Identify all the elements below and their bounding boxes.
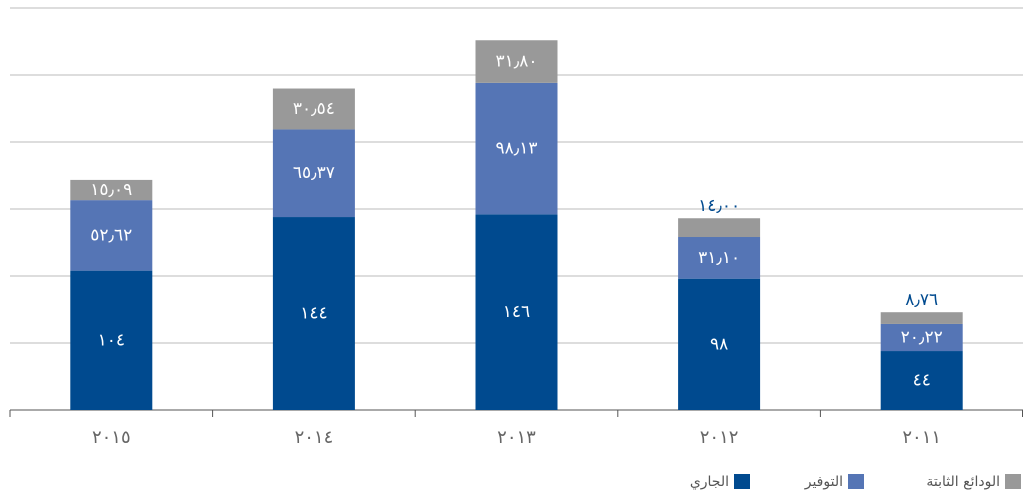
data-label: ٨٫٧٦	[905, 290, 938, 310]
data-label: ١٤٫٠٠	[698, 196, 740, 216]
legend-label: الجاري	[690, 474, 729, 490]
legend-swatch	[734, 474, 750, 489]
data-label: ٤٤	[913, 371, 931, 391]
bar-segment	[70, 179, 153, 201]
x-tick-label: ٢٠١٤	[295, 427, 334, 448]
bar-segment	[880, 323, 963, 352]
data-label: ٩٨٫١٣	[495, 139, 537, 159]
bar-segment	[678, 237, 761, 279]
bar-segment	[678, 278, 761, 410]
x-tick-label: ٢٠١٥	[92, 427, 131, 448]
data-label: ١٠٤	[98, 330, 125, 350]
data-label: ٩٨	[710, 334, 728, 354]
bar-segment	[272, 217, 355, 410]
bar-segment	[475, 82, 558, 215]
bar-segment	[880, 351, 963, 410]
data-label: ٣١٫١٠	[698, 248, 740, 268]
data-label: ٣١٫٨٠	[495, 52, 537, 72]
bar-segment	[272, 129, 355, 218]
bar-segment	[70, 200, 153, 271]
legend-label: الودائع الثابتة	[926, 474, 1000, 490]
x-tick-label: ٢٠١٢	[700, 427, 739, 448]
x-tick-label: ٢٠١١	[902, 427, 941, 448]
x-tick-label: ٢٠١٣	[497, 427, 536, 448]
bar-segment	[678, 218, 761, 238]
bar-segment	[272, 88, 355, 130]
data-label: ٢٠٫٢٢	[901, 327, 943, 347]
data-label: ٣٠٫٥٤	[293, 99, 335, 119]
bar-segment	[880, 312, 963, 324]
data-label: ٦٥٫٣٧	[293, 163, 335, 183]
data-label: ٥٢٫٦٢	[90, 225, 132, 245]
bar-segment	[475, 214, 558, 410]
data-label: ١٤٦	[503, 302, 530, 322]
legend-label: التوفير	[804, 474, 843, 490]
bar-segment	[70, 270, 153, 410]
data-label: ١٥٫٠٩	[90, 180, 132, 200]
bar-segment	[475, 40, 558, 83]
legend-swatch	[848, 474, 864, 489]
data-label: ١٤٤	[300, 304, 327, 324]
legend-swatch	[1005, 474, 1021, 489]
